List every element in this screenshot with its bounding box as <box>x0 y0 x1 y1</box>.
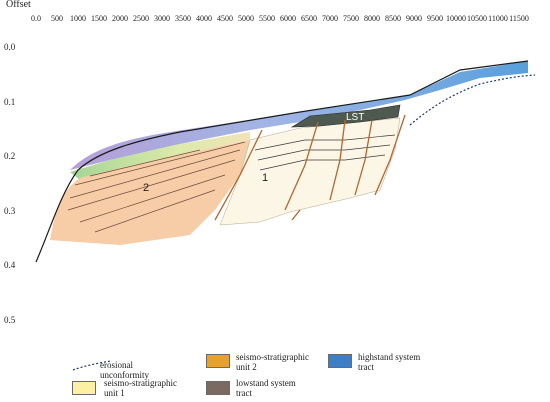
upper-transgressive-band <box>70 132 250 180</box>
x-tick-label: 4500 <box>217 14 233 23</box>
legend-erosional-label: erosional unconformity <box>100 360 149 380</box>
sea-floor-line <box>35 60 529 263</box>
legend-unit1-label: seismo-stratigraphic unit 1 <box>104 378 177 398</box>
y-tick-label: 0.5 <box>4 314 16 325</box>
x-tick-label: 10000 <box>446 14 466 23</box>
unit-2-label: 2 <box>143 182 150 194</box>
x-axis-title: Offset <box>6 0 31 10</box>
y-tick-label: 0.3 <box>4 205 16 216</box>
x-tick-label: 4000 <box>196 14 212 23</box>
legend-unit1-swatch <box>72 381 96 395</box>
x-tick-label: 500 <box>51 14 63 23</box>
x-tick-label: 8000 <box>364 14 380 23</box>
y-tick-label: 0.4 <box>4 260 16 270</box>
x-tick-label: 9500 <box>427 14 443 23</box>
x-tick-label: 5000 <box>238 14 254 23</box>
x-tick-label: 11000 <box>488 14 508 23</box>
x-tick-label: 1000 <box>70 14 86 23</box>
x-tick-label: 3500 <box>175 14 191 23</box>
x-tick-label: 11500 <box>509 14 529 23</box>
legend-unit2-label: seismo-stratigraphic unit 2 <box>236 352 309 372</box>
x-tick-label: 8500 <box>385 14 401 23</box>
unit-1-label: 1 <box>262 172 269 184</box>
legend-hst-label: highstand system tract <box>358 352 421 372</box>
y-tick-label: 0.1 <box>4 96 16 107</box>
legend-lst-label: lowstand system tract <box>236 378 296 398</box>
x-tick-label: 7000 <box>322 14 338 23</box>
x-tick-label: 1500 <box>91 14 107 23</box>
erosional-unconformity-line <box>409 74 536 126</box>
y-tick-label: 0.2 <box>4 151 16 161</box>
x-tick-label: 2500 <box>133 14 149 23</box>
legend-lst-swatch <box>206 381 230 395</box>
x-tick-label: 2000 <box>112 14 128 23</box>
x-tick-label: 6500 <box>301 14 317 23</box>
x-tick-label: 6000 <box>280 14 296 23</box>
lst-label: LST <box>346 112 365 123</box>
x-tick-label: 9000 <box>406 14 422 23</box>
x-tick-label: 7500 <box>343 14 359 23</box>
x-tick-label: 3000 <box>154 14 170 23</box>
normal-faults <box>214 114 406 221</box>
unit-2-body <box>50 140 250 245</box>
unit-2-reflectors <box>67 141 246 233</box>
legend-hst-swatch <box>328 354 352 368</box>
x-tick-label: 10500 <box>467 14 487 23</box>
x-tick-label: 5500 <box>259 14 275 23</box>
legend-unit2-swatch <box>206 354 230 368</box>
x-tick-label: 0.0 <box>31 14 41 23</box>
lowstand-tract-body <box>290 104 401 128</box>
highstand-tract-body <box>70 61 528 170</box>
y-tick-label: 0.0 <box>4 42 16 52</box>
